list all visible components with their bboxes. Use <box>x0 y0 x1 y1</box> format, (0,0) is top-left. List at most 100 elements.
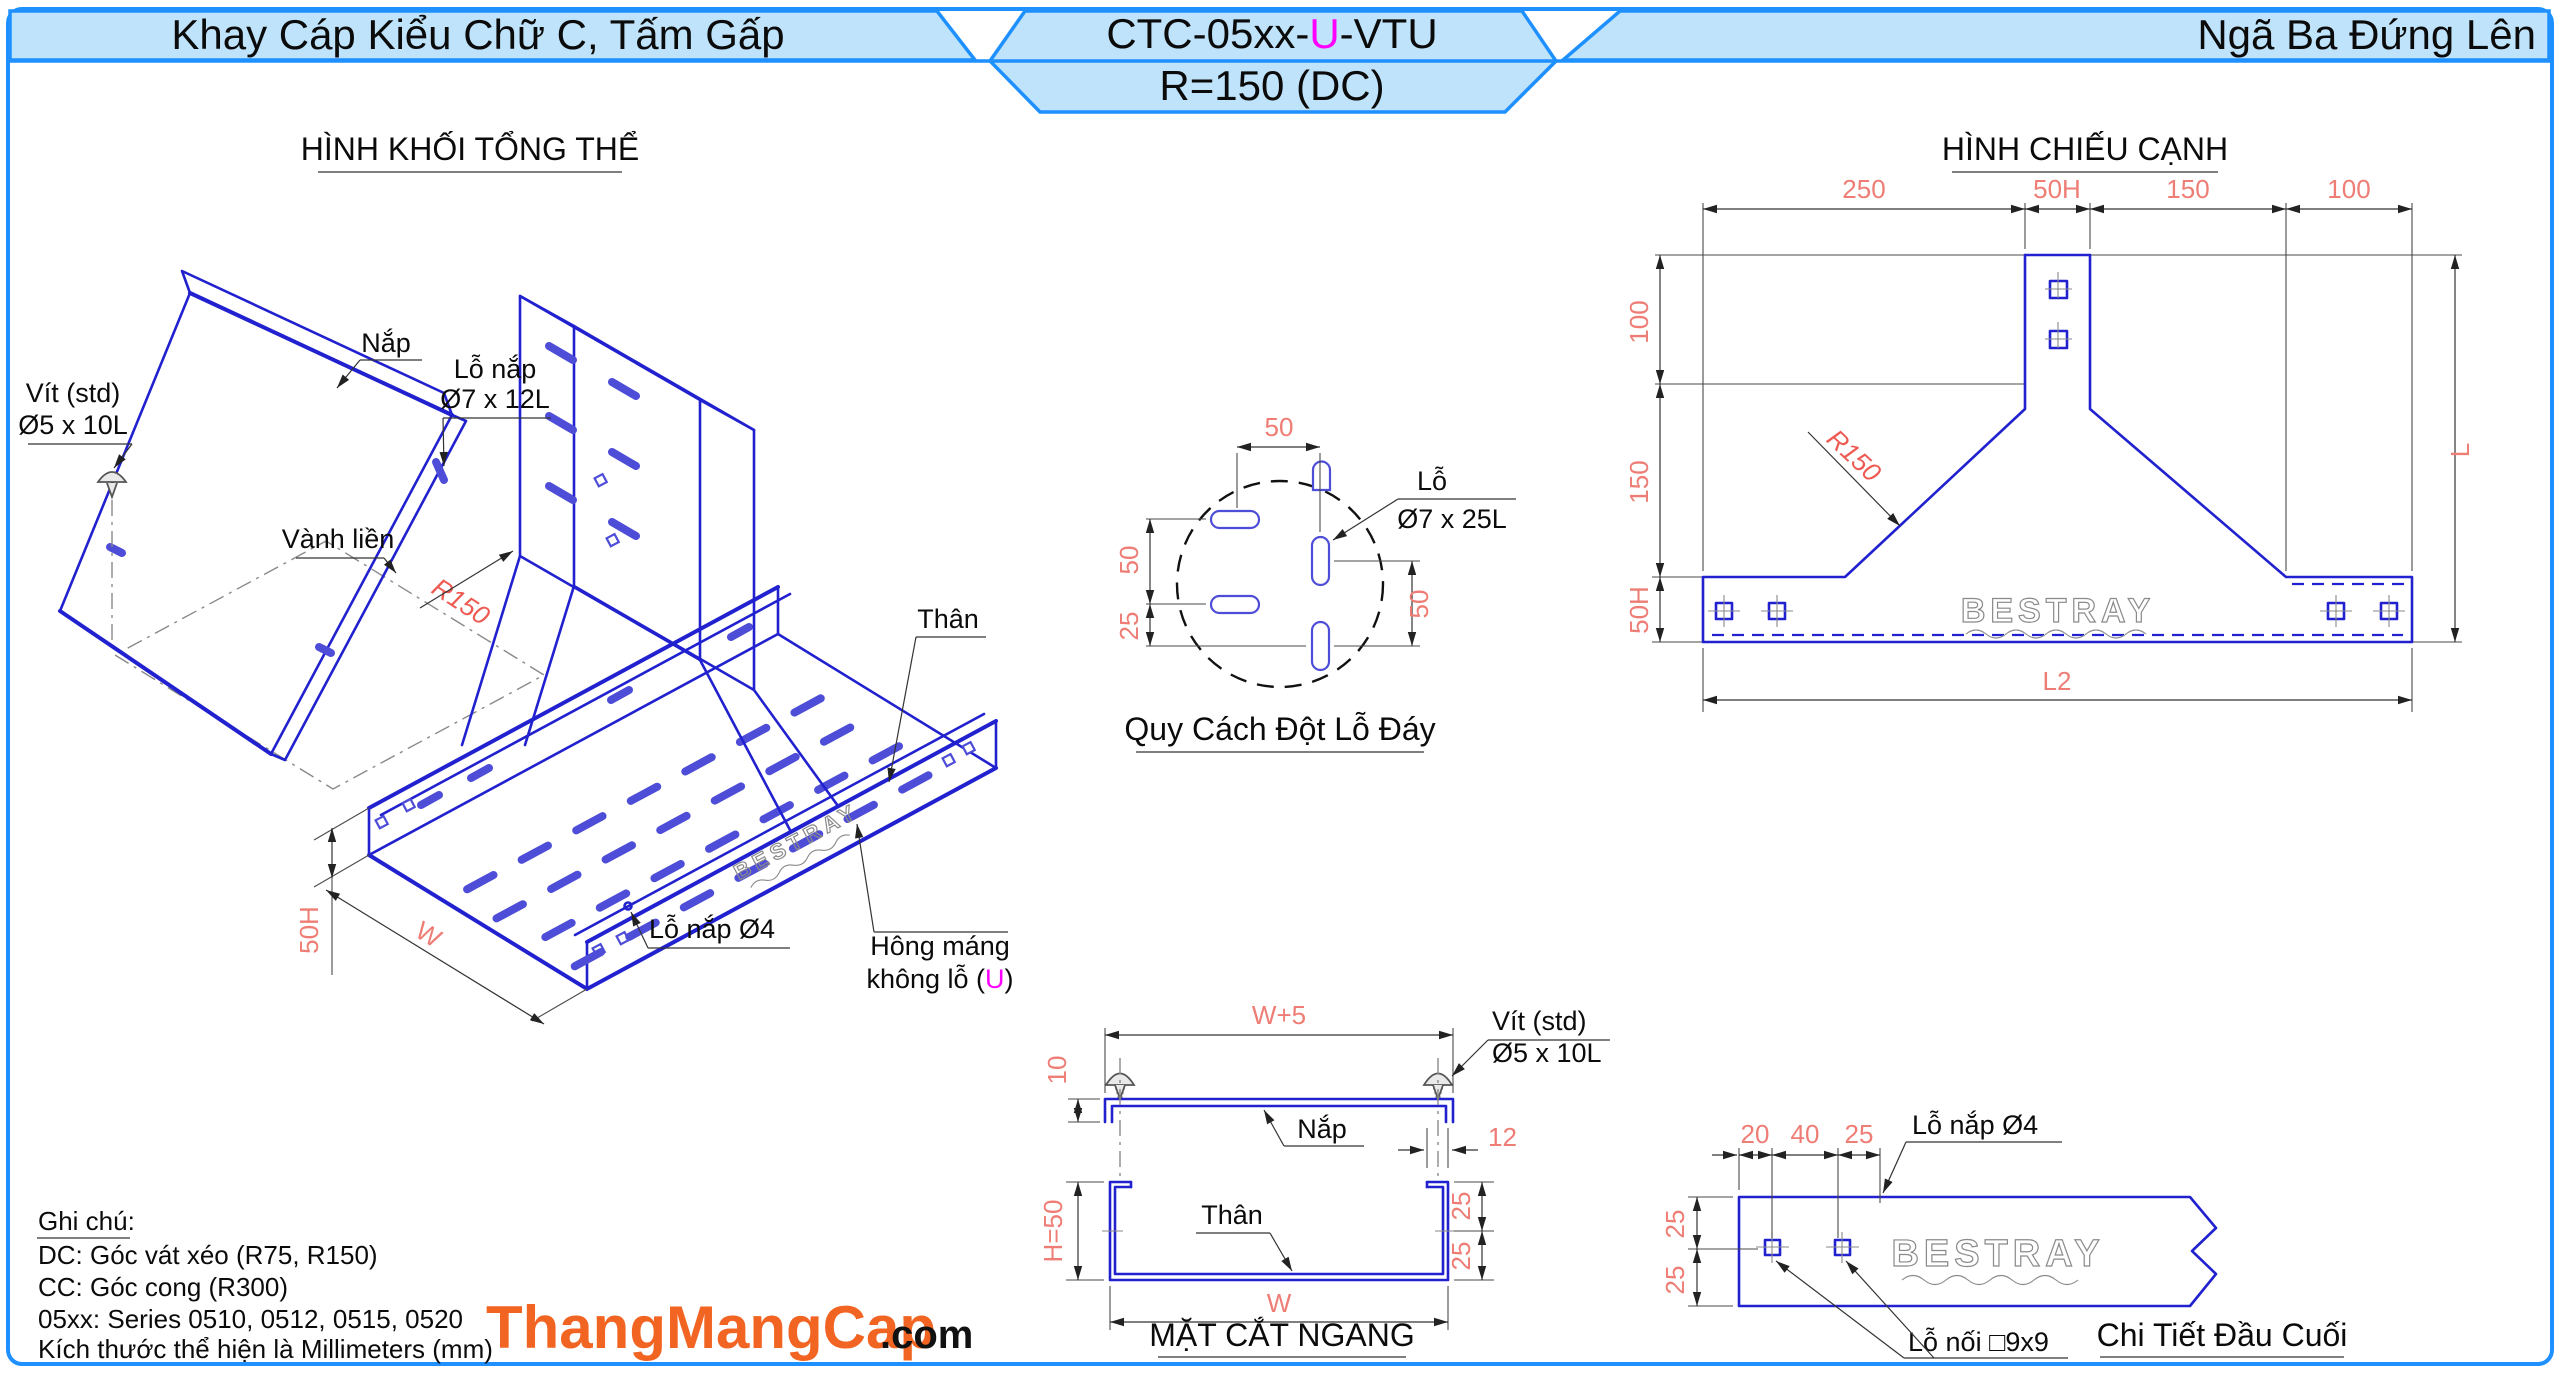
dim-50h-iso: 50H <box>294 906 324 954</box>
side-dims-left: 100 150 50H <box>1624 255 1665 642</box>
sheet-title-right: Ngã Ba Đứng Lên <box>2197 11 2536 58</box>
dim-25b: 25 <box>1446 1242 1476 1271</box>
label-nap-section: Nắp <box>1297 1113 1347 1144</box>
end-callouts: Lỗ nắp Ø4 Lỗ nối □9x9 <box>1775 1109 2068 1359</box>
dim-punch-right50: 50 <box>1404 590 1434 619</box>
end-hole-crosshairs <box>1756 1232 1859 1263</box>
dim-v50h: 50H <box>1624 586 1654 634</box>
branch-square-holes <box>593 472 621 548</box>
note-line-4: Kích thước thể hiện là Millimeters (mm) <box>38 1334 493 1364</box>
watermark-end: BESTRAY <box>1891 1232 2100 1286</box>
side-dims-right-bottom: L L2 <box>1703 255 2475 705</box>
section-body-inner <box>1113 1185 1445 1276</box>
label-punch-lo: Lỗ <box>1417 465 1447 496</box>
dim-250: 250 <box>1842 174 1885 204</box>
label-vit-2: Ø5 x 10L <box>18 410 128 440</box>
dim-L: L <box>2445 443 2475 457</box>
side-dims-top: 250 50H 150 100 <box>1703 174 2412 214</box>
dim-12: 12 <box>1488 1122 1517 1152</box>
label-hong-1: Hông máng <box>870 931 1010 961</box>
dim-v150: 150 <box>1624 460 1654 503</box>
label-hong-2: không lỗ (U) <box>866 963 1013 994</box>
view-cross-section: W+5 10 12 H=50 25 25 <box>1038 1000 1610 1358</box>
dim-25-left-a: 25 <box>1660 1210 1690 1239</box>
punch-dims: 50 50 25 50 <box>1114 412 1434 647</box>
section-body-outer <box>1108 1180 1450 1282</box>
svg-text:BESTRAY: BESTRAY <box>1961 592 2155 630</box>
header-right-banner: Ngã Ba Đứng Lên <box>1558 9 2551 62</box>
label-vit-1: Vít (std) <box>26 378 121 408</box>
dim-punch-top50: 50 <box>1265 412 1294 442</box>
label-end-lonap: Lỗ nắp Ø4 <box>1912 1109 2038 1140</box>
section-dims: W+5 10 12 H=50 25 25 <box>1038 1000 1517 1330</box>
iso-screw <box>96 471 128 640</box>
section-screw-right <box>1422 1058 1454 1178</box>
section-cover-inner <box>1110 1104 1448 1124</box>
dim-wp5: W+5 <box>1252 1000 1306 1030</box>
header-left-banner: Khay Cáp Kiểu Chữ C, Tấm Gấp <box>8 9 979 62</box>
model-radius-note: R=150 (DC) <box>1159 62 1384 109</box>
rear-wall-slots <box>417 623 753 809</box>
dim-v100: 100 <box>1624 300 1654 343</box>
branch-slots <box>545 342 640 540</box>
label-than-iso: Thân <box>917 604 979 634</box>
header-center-hexagon: CTC-05xx-U-VTU R=150 (DC) <box>987 9 1559 114</box>
note-line-3: 05xx: Series 0510, 0512, 0515, 0520 <box>38 1304 463 1334</box>
dim-50h-top: 50H <box>2033 174 2081 204</box>
end-dims: 20 40 25 25 25 <box>1660 1119 1881 1307</box>
section-cover-outer <box>1103 1097 1455 1124</box>
label-punch-size: Ø7 x 25L <box>1397 504 1507 534</box>
label-vit-section-1: Vít (std) <box>1492 1006 1587 1036</box>
bottom-perforation-slots <box>463 694 933 971</box>
section-labels: Nắp Thân Vít (std) Ø5 x 10L <box>1196 1006 1610 1272</box>
dim-punch-left50: 50 <box>1114 546 1144 575</box>
sheet-title-left: Khay Cáp Kiểu Chữ C, Tấm Gấp <box>171 11 784 58</box>
section-screw-left <box>1104 1058 1136 1178</box>
label-nap: Nắp <box>361 327 411 358</box>
end-view-title: Chi Tiết Đầu Cuối <box>2097 1317 2348 1353</box>
dim-h50: H=50 <box>1038 1200 1068 1263</box>
side-view-title: HÌNH CHIẾU CẠNH <box>1942 131 2228 167</box>
label-lonap4-iso: Lỗ nắp Ø4 <box>649 913 775 944</box>
view-isometric-overall: HÌNH KHỐI TỔNG THỂ <box>18 131 1014 1025</box>
dim-150-top: 150 <box>2166 174 2209 204</box>
label-than-section: Thân <box>1201 1200 1263 1230</box>
ghost-outline <box>113 540 546 790</box>
dim-25-top: 25 <box>1845 1119 1874 1149</box>
section-view-title: MẶT CẮT NGANG <box>1149 1317 1415 1353</box>
label-end-lonoi: Lỗ nối □9x9 <box>1908 1326 2049 1357</box>
view-end-detail: BESTRAY 20 40 25 25 25 Lỗ nắp Ø4 <box>1660 1109 2348 1359</box>
label-lonap12-2: Ø7 x 12L <box>440 384 550 414</box>
iso-branch <box>460 294 840 832</box>
lip-hole-phi4 <box>623 901 633 911</box>
model-code: CTC-05xx-U-VTU <box>1106 10 1437 57</box>
iso-labels: Nắp Vít (std) Ø5 x 10L Lỗ nắp Ø7 x 12L V… <box>18 327 1014 1025</box>
dim-punch-left25: 25 <box>1114 612 1144 641</box>
dim-40: 40 <box>1791 1119 1820 1149</box>
punch-slots <box>1209 460 1332 672</box>
end-strip <box>1737 1195 2218 1308</box>
logo-main: ThangMangCap <box>486 1294 936 1361</box>
punch-hole-callout: Lỗ Ø7 x 25L <box>1332 465 1516 541</box>
dim-w-section: W <box>1267 1288 1292 1318</box>
dim-25-left-b: 25 <box>1660 1266 1690 1295</box>
side-profile <box>1701 253 2414 644</box>
iso-view-title: HÌNH KHỐI TỔNG THỂ <box>301 131 639 167</box>
dim-10: 10 <box>1042 1056 1072 1085</box>
label-vanh-lien: Vành liền <box>282 524 395 554</box>
side-hole-crosshairs <box>1708 272 2405 627</box>
dim-L2: L2 <box>2043 666 2072 696</box>
note-line-1: DC: Góc vát xéo (R75, R150) <box>38 1240 378 1270</box>
view-punch-pattern: 50 50 25 50 Lỗ Ø7 x 25L Quy Cách Đột Lỗ … <box>1114 412 1516 753</box>
punch-view-title: Quy Cách Đột Lỗ Đáy <box>1124 711 1435 747</box>
dim-20: 20 <box>1741 1119 1770 1149</box>
label-vit-section-2: Ø5 x 10L <box>1492 1038 1602 1068</box>
iso-cover-piece <box>58 269 468 762</box>
note-line-2: CC: Góc cong (R300) <box>38 1272 288 1302</box>
dim-25a: 25 <box>1446 1192 1476 1221</box>
label-lonap12-1: Lỗ nắp <box>454 353 537 384</box>
page-frame <box>6 7 2554 1366</box>
punch-circle <box>1175 479 1385 689</box>
logo-tld: .com <box>880 1313 973 1357</box>
